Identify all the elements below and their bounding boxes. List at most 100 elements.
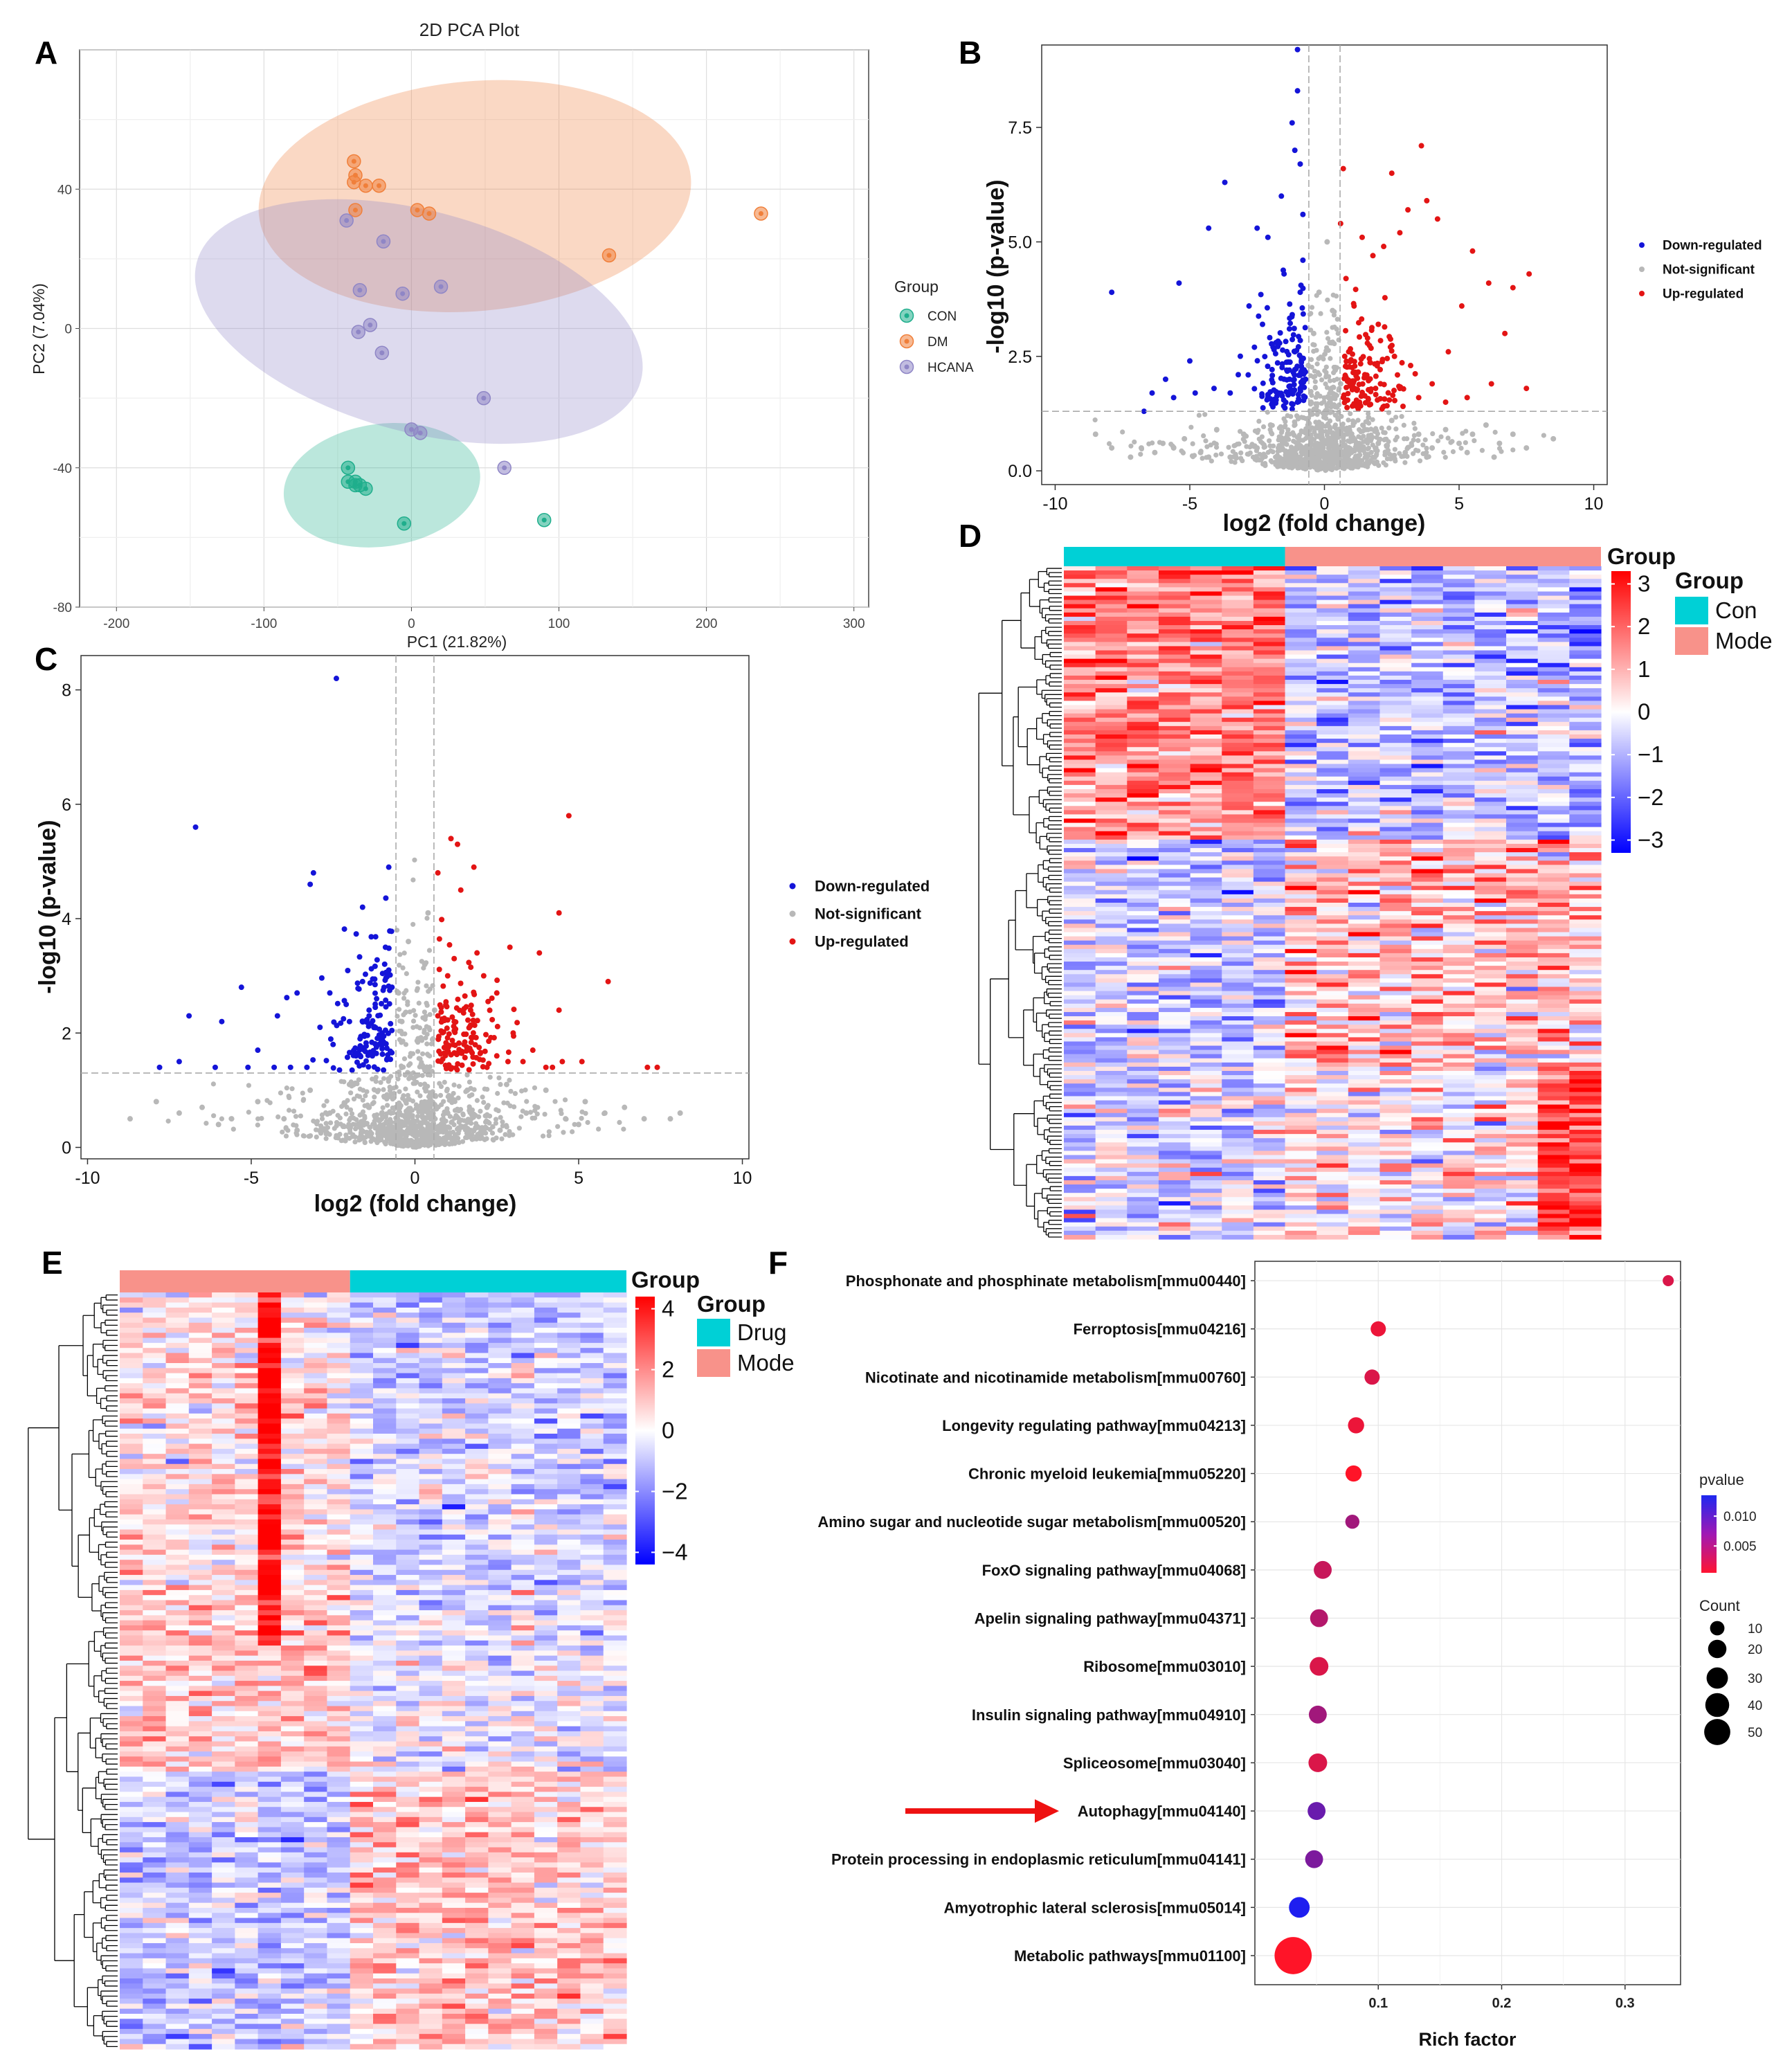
heatmap-d-cell: [1569, 671, 1602, 676]
volcano-b-point-not-significant: [1327, 440, 1333, 445]
heatmap-d-cell: [1158, 671, 1191, 676]
heatmap-d-cell: [1379, 625, 1412, 630]
heatmap-d-cell: [1348, 898, 1381, 903]
volcano-b-point-not-significant: [1357, 427, 1362, 433]
heatmap-d-cell: [1379, 675, 1412, 680]
heatmap-d-cell: [1474, 860, 1507, 865]
volcano-b-point-down-regulated: [1256, 313, 1262, 319]
heatmap-d-cell: [1064, 810, 1096, 815]
heatmap-d-cell: [1127, 701, 1159, 706]
heatmap-d-cell: [1411, 713, 1444, 719]
heatmap-d-cell: [1158, 936, 1191, 941]
heatmap-d-cell: [1348, 629, 1381, 634]
heatmap-d-cell: [1442, 1003, 1476, 1009]
heatmap-d-cell: [1316, 810, 1349, 815]
heatmap-d-cell: [1506, 797, 1539, 802]
heatmap-d-cell: [1569, 877, 1602, 883]
heatmap-d-cell: [1442, 919, 1476, 924]
heatmap-d-cell: [1222, 587, 1254, 593]
volcano-b-point-down-regulated: [1258, 291, 1264, 298]
heatmap-d-cell: [1537, 944, 1570, 950]
volcano-c-point-not-significant: [215, 1121, 221, 1128]
heatmap-d-cell: [1127, 806, 1159, 811]
heatmap-d-cell: [1285, 612, 1317, 617]
volcano-c-point-down-regulated: [304, 1064, 310, 1070]
heatmap-d-cell: [1474, 806, 1507, 811]
heatmap-d-cell: [1506, 802, 1539, 806]
heatmap-d-cell: [1222, 688, 1254, 693]
volcano-b-point-down-regulated: [1269, 379, 1276, 386]
heatmap-d-cell: [1064, 776, 1096, 782]
heatmap-d-cell: [1095, 923, 1128, 929]
heatmap-d-cell: [1411, 579, 1444, 584]
volcano-c-point-not-significant: [344, 1104, 350, 1110]
heatmap-d-cell: [1442, 725, 1476, 731]
volcano-b-point-up-regulated: [1464, 395, 1470, 401]
volcano-b-point-not-significant: [1334, 451, 1340, 457]
heatmap-d-cell: [1442, 650, 1476, 656]
heatmap-d-cell: [1442, 911, 1476, 916]
heatmap-d-cell: [1348, 865, 1381, 869]
heatmap-d-cell: [1222, 936, 1254, 941]
heatmap-d-cell: [1285, 688, 1317, 693]
volcano-b-point-not-significant: [1375, 440, 1382, 447]
heatmap-d-cell: [1064, 620, 1096, 626]
heatmap-d-cell: [1506, 701, 1539, 706]
heatmap-d-cell: [1411, 1054, 1444, 1059]
volcano-b-point-down-regulated: [1278, 193, 1285, 199]
volcano-c-point-not-significant: [372, 1094, 377, 1100]
volcano-b-point-not-significant: [1324, 330, 1330, 335]
heatmap-d-cell: [1095, 911, 1128, 916]
heatmap-d-cell: [1379, 1058, 1412, 1063]
heatmap-d-cell: [1506, 869, 1539, 874]
heatmap-d-cell: [1537, 629, 1570, 634]
volcano-c-point-not-significant: [293, 1114, 299, 1119]
heatmap-d-cell: [1348, 991, 1381, 996]
volcano-b-point-not-significant: [1179, 448, 1184, 453]
volcano-c-point-not-significant: [455, 1095, 461, 1101]
heatmap-d-cell: [1442, 638, 1476, 642]
volcano-b-point-not-significant: [1353, 456, 1359, 462]
pca-point-core: [381, 239, 386, 244]
volcano-b-point-up-regulated: [1385, 390, 1391, 396]
heatmap-d-cell: [1348, 638, 1381, 642]
volcano-b-point-not-significant: [1324, 385, 1330, 390]
volcano-b-point-not-significant: [1332, 413, 1338, 418]
heatmap-d-cell: [1411, 734, 1444, 739]
volcano-b-point-not-significant: [1333, 444, 1339, 449]
heatmap-d-cell: [1474, 747, 1507, 752]
heatmap-d-cell: [1411, 709, 1444, 714]
heatmap-d-cell: [1348, 890, 1381, 895]
heatmap-d-cell: [1064, 860, 1096, 865]
heatmap-d-cell: [1569, 772, 1602, 777]
heatmap-d-cell: [1222, 575, 1254, 579]
heatmap-d-cell: [1348, 877, 1381, 883]
volcano-c-point-not-significant: [422, 1027, 427, 1033]
heatmap-d-cell: [1348, 881, 1381, 887]
volcano-c-point-not-significant: [352, 1139, 358, 1145]
volcano-c-point-not-significant: [339, 1103, 345, 1109]
heatmap-d-cell: [1127, 957, 1159, 962]
heatmap-d-cell: [1474, 1033, 1507, 1038]
volcano-b-point-not-significant: [1438, 434, 1444, 440]
volcano-b-point-down-regulated: [1186, 358, 1193, 364]
volcano-c-point-not-significant: [340, 1137, 346, 1143]
heatmap-d-cell: [1569, 579, 1602, 584]
heatmap-d-cell: [1095, 1062, 1128, 1067]
heatmap-d-cell: [1253, 583, 1286, 588]
volcano-b-point-not-significant: [1402, 449, 1409, 456]
heatmap-d-cell: [1537, 625, 1570, 630]
heatmap-d-cell: [1316, 675, 1349, 680]
volcano-b-point-not-significant: [1364, 438, 1369, 443]
volcano-b-point-not-significant: [1541, 433, 1546, 438]
volcano-b-point-up-regulated: [1485, 280, 1492, 286]
heatmap-d-cell: [1190, 907, 1222, 912]
heatmap-d-cell: [1411, 944, 1444, 950]
volcano-b-point-not-significant: [1324, 239, 1330, 245]
heatmap-d-cell: [1348, 919, 1381, 924]
volcano-b-point-down-regulated: [1269, 341, 1275, 347]
volcano-c-point-not-significant: [451, 1090, 456, 1097]
heatmap-d-cell: [1222, 923, 1254, 929]
volcano-c-point-not-significant: [427, 1027, 433, 1033]
heatmap-d-cell: [1222, 633, 1254, 638]
